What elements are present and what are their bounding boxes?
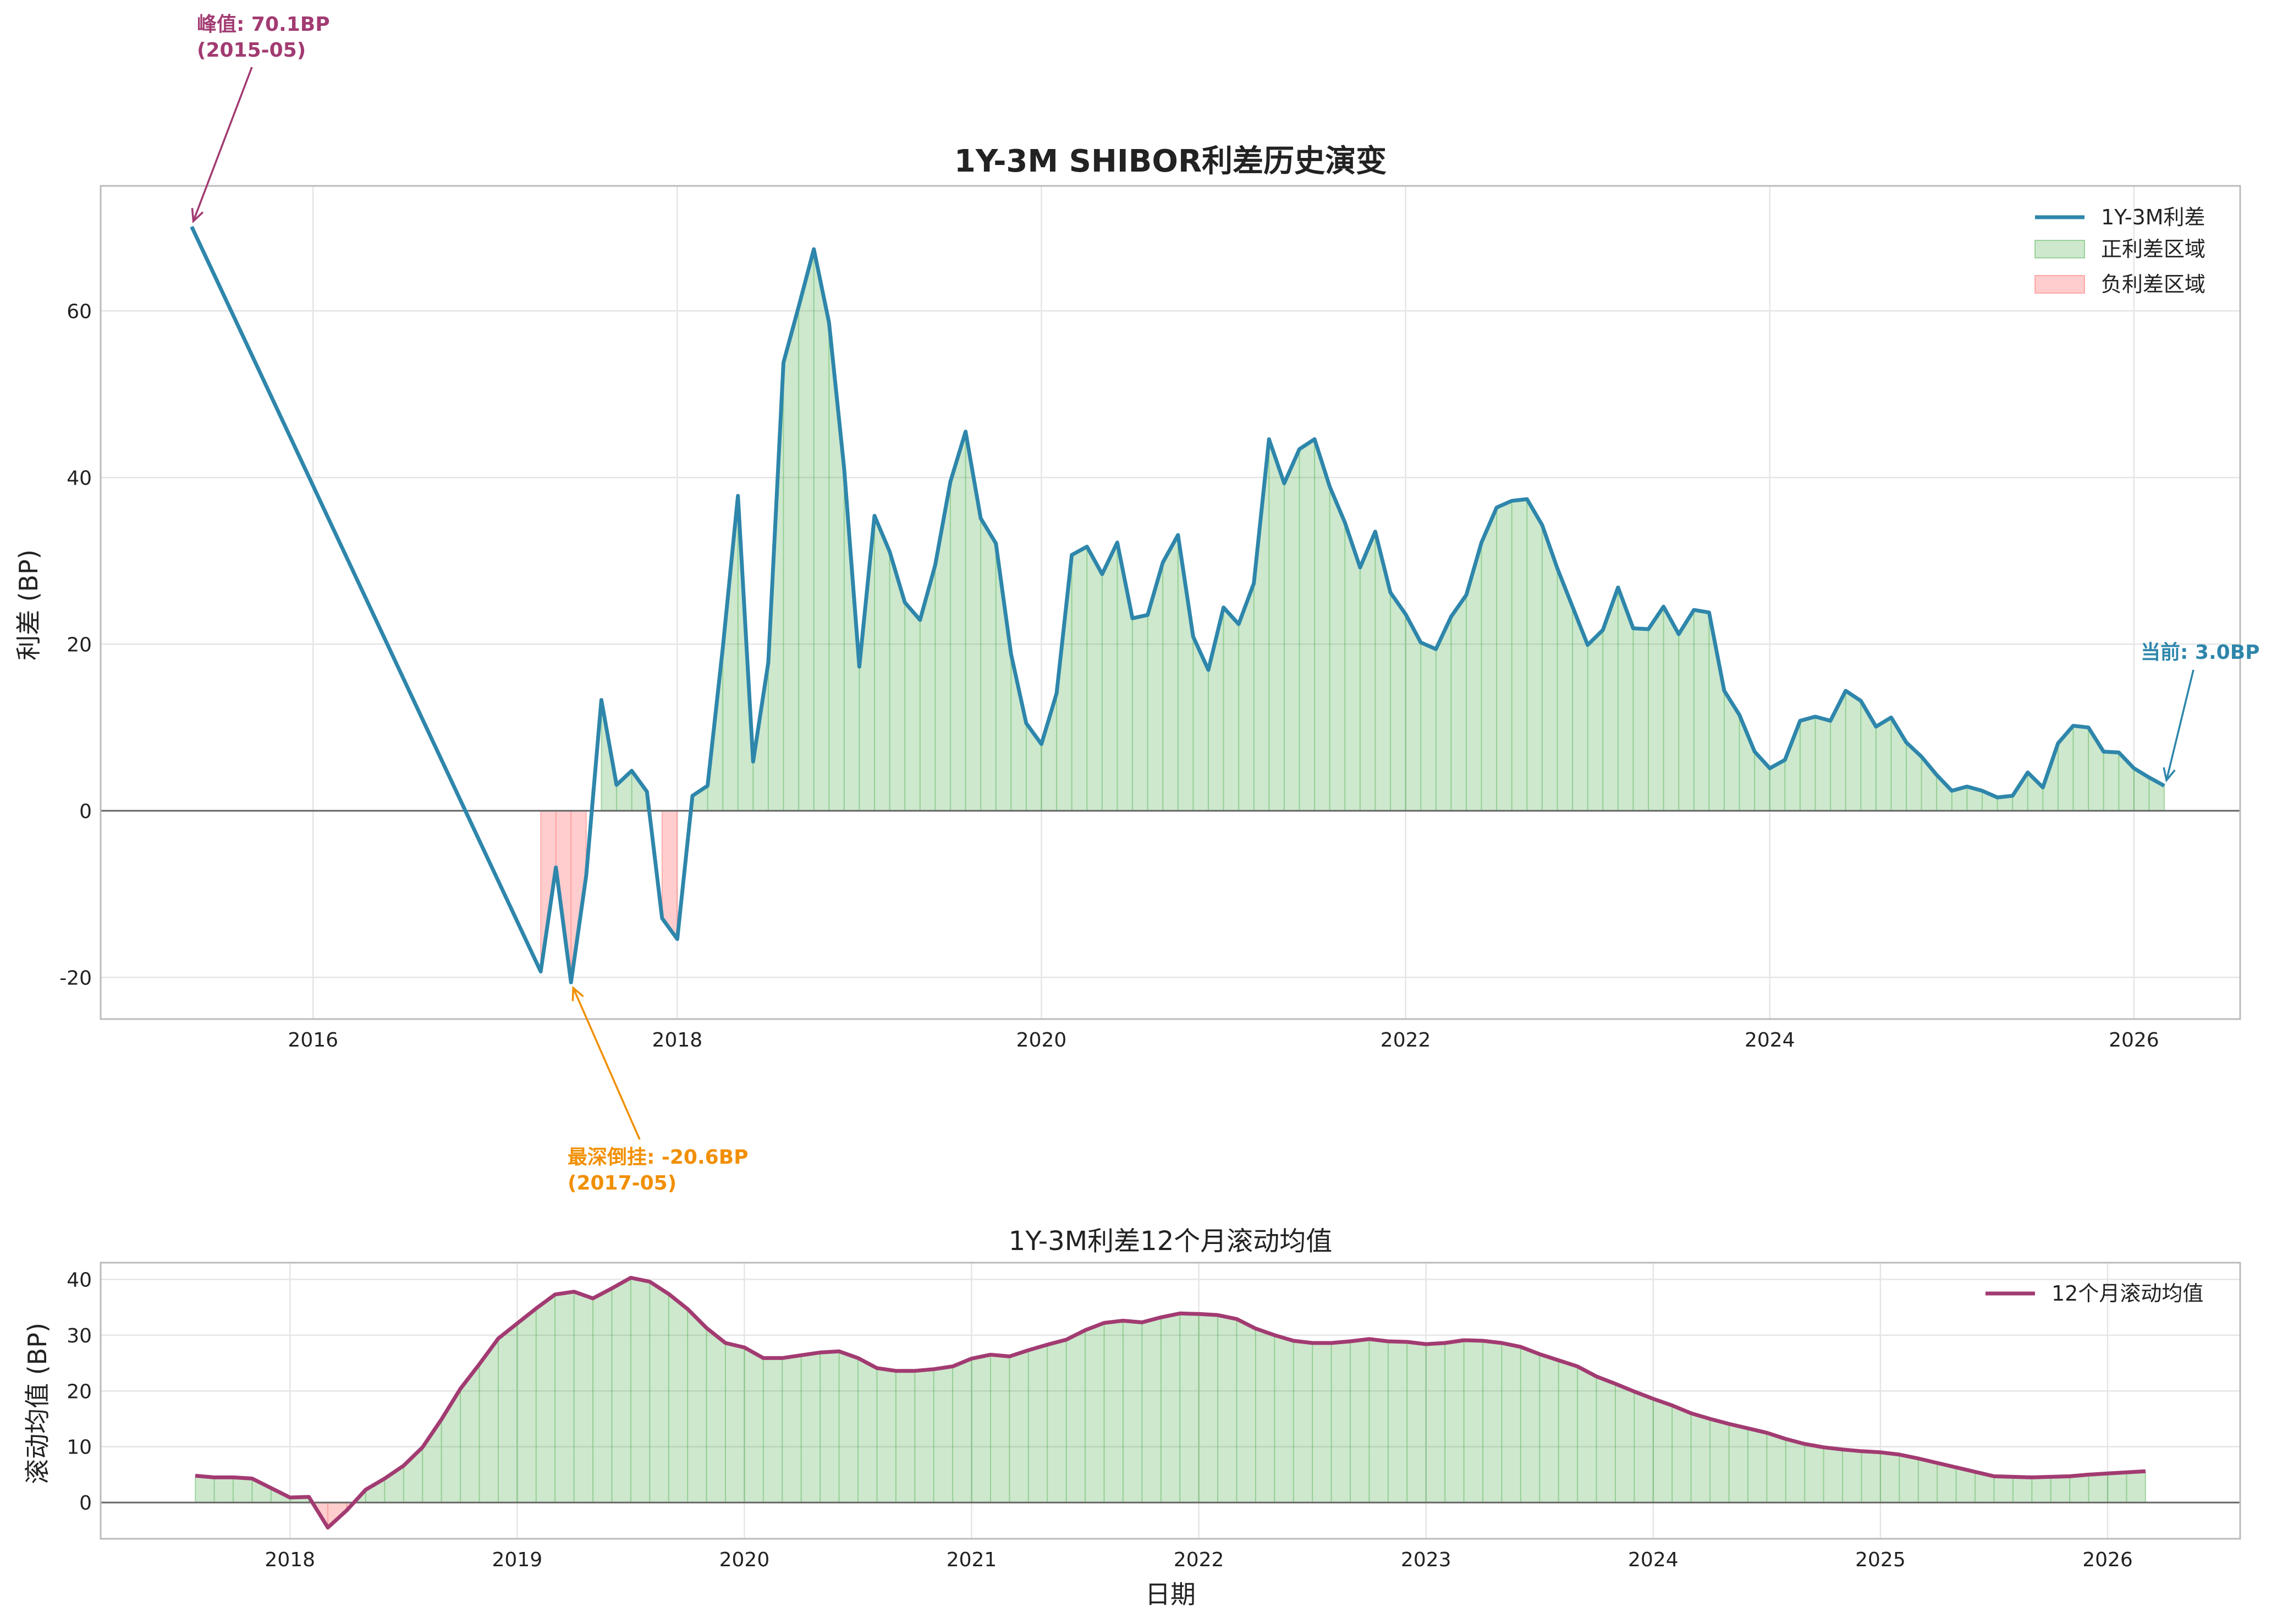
- x-tick-label: 2018: [265, 1549, 315, 1571]
- plot-frame: [100, 185, 2241, 1020]
- chart-title: 1Y-3M利差12个月滚动均值: [1009, 1226, 1333, 1257]
- y-tick-label: 30: [67, 1325, 92, 1347]
- series-line: [195, 1275, 2146, 1530]
- series-line: [190, 225, 2165, 984]
- legend-swatch-positive: [2034, 240, 2085, 258]
- annotation-arrowhead: [571, 986, 584, 1001]
- x-tick-label: 2025: [1855, 1549, 1906, 1571]
- y-tick-label: 0: [79, 800, 92, 823]
- y-tick-label: 60: [67, 300, 92, 323]
- x-tick-label: 2022: [1174, 1549, 1224, 1571]
- peak-annotation-text: 峰值: 70.1BP: [197, 13, 330, 36]
- legend: 12个月滚动均值: [1986, 1281, 2203, 1306]
- x-tick-label: 2016: [288, 1029, 338, 1052]
- plot-background: [101, 1263, 2240, 1539]
- annotations: 峰值: 70.1BP (2015-05) 最深倒挂: -20.6BP (2017-05…: [191, 13, 2260, 1194]
- x-tick-label: 2020: [719, 1549, 770, 1571]
- trough-annotation-text: 最深倒挂: -20.6BP: [568, 1146, 749, 1169]
- legend-label: 负利差区域: [2101, 272, 2206, 296]
- current-annotation-text: 当前: 3.0BP: [2141, 641, 2260, 664]
- y-tick-label: 40: [67, 467, 92, 489]
- y-tick-label: 40: [67, 1269, 92, 1291]
- tick-labels: 2016 2018 2020 2022 2024 2026 -20 0 20 40 60: [59, 300, 2159, 1052]
- trough-annotation-date: (2017-05): [568, 1172, 676, 1194]
- chart-title: 1Y-3M SHIBOR利差历史演变: [954, 144, 1387, 179]
- x-tick-label: 2026: [2109, 1029, 2159, 1052]
- x-tick-label: 2018: [652, 1029, 703, 1052]
- y-tick-label: -20: [59, 967, 92, 989]
- y-axis-label: 利差 (BP): [14, 549, 43, 660]
- x-tick-label: 2023: [1401, 1549, 1451, 1571]
- y-tick-label: 20: [67, 634, 92, 656]
- spread-chart: 1Y-3M SHIBOR利差历史演变 利差 (BP) 2016 2018 2020 2…: [14, 13, 2260, 1194]
- annotation-arrow: [192, 67, 253, 222]
- annotation-arrowhead: [2163, 767, 2176, 783]
- x-tick-label: 2020: [1016, 1029, 1067, 1052]
- grid: [101, 1263, 2240, 1539]
- series-lines: [190, 225, 2165, 984]
- plot-frame: [100, 1262, 2241, 1540]
- annotation-arrow: [572, 987, 641, 1140]
- x-tick-label: 2024: [1628, 1549, 1679, 1571]
- x-tick-label: 2026: [2082, 1549, 2133, 1571]
- tick-labels: 2018 2019 2020 2021 2022 2023 2024 2025 2026 0 10 2…: [67, 1269, 2133, 1571]
- legend-label: 正利差区域: [2101, 237, 2206, 261]
- rolling-mean-chart: 1Y-3M利差12个月滚动均值 滚动均值 (BP) 日期 2018 2019 202…: [23, 1226, 2241, 1609]
- series-lines: [195, 1275, 2146, 1530]
- annotation-arrowhead: [191, 208, 204, 223]
- legend-swatch-negative: [2034, 275, 2085, 294]
- x-tick-label: 2021: [947, 1549, 997, 1571]
- legend-label: 12个月滚动均值: [2052, 1281, 2203, 1306]
- plot-background: [101, 186, 2240, 1019]
- y-tick-label: 10: [67, 1436, 92, 1459]
- y-axis-label: 滚动均值 (BP): [23, 1323, 52, 1484]
- grid: [101, 186, 2240, 1019]
- peak-annotation-date: (2015-05): [197, 39, 306, 62]
- x-axis-label: 日期: [1145, 1579, 1196, 1609]
- x-tick-label: 2022: [1380, 1029, 1431, 1052]
- y-tick-label: 20: [67, 1380, 92, 1403]
- x-tick-label: 2024: [1745, 1029, 1795, 1052]
- annotation-arrow: [2165, 669, 2194, 781]
- legend-label: 1Y-3M利差: [2101, 205, 2206, 229]
- y-tick-label: 0: [79, 1492, 92, 1515]
- x-tick-label: 2019: [492, 1549, 543, 1571]
